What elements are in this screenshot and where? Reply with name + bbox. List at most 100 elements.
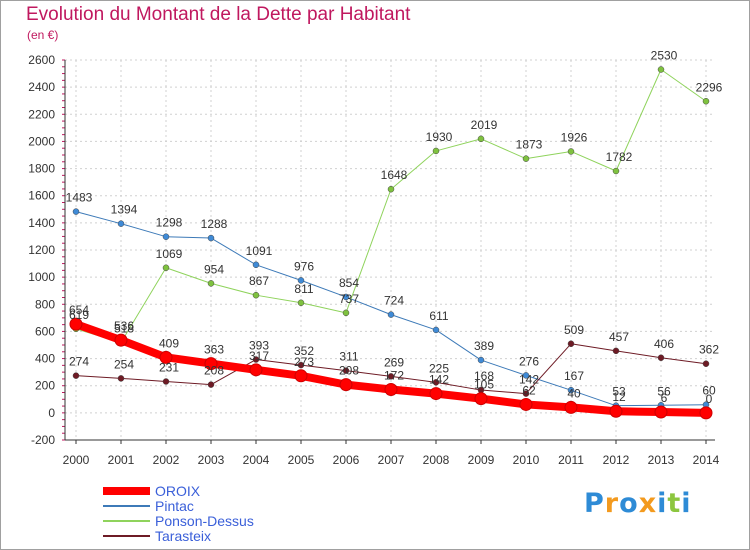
data-point-oroix	[609, 404, 623, 418]
data-label-oroix: 654	[69, 303, 89, 317]
x-tick-label: 2002	[153, 453, 180, 467]
data-point-tarasteix	[567, 340, 575, 348]
data-label-oroix: 142	[429, 373, 449, 387]
logo-letter: P	[584, 488, 605, 519]
data-point-tarasteix	[702, 360, 710, 367]
data-point-tarasteix	[162, 378, 170, 385]
data-label-pintac: 976	[294, 259, 314, 273]
legend-label-ponson-dessus: Ponson-Dessus	[155, 513, 254, 529]
data-label-oroix: 273	[294, 355, 314, 369]
data-point-ponson-dessus	[342, 309, 350, 317]
data-label-pintac: 167	[564, 369, 584, 383]
data-label-pintac: 1091	[246, 244, 273, 258]
y-tick-label: 1400	[28, 216, 55, 230]
y-tick-label: 2000	[28, 134, 55, 148]
x-tick-label: 2008	[423, 453, 450, 467]
data-label-oroix: 62	[522, 383, 536, 397]
data-point-oroix	[474, 392, 488, 406]
data-point-pintac	[477, 356, 485, 364]
data-point-pintac	[432, 326, 440, 334]
data-point-tarasteix	[522, 390, 530, 397]
logo-letter: o	[619, 488, 639, 519]
data-label-ponson-dessus: 2019	[471, 118, 498, 132]
data-point-pintac	[252, 261, 260, 269]
data-label-tarasteix: 509	[564, 323, 584, 337]
data-label-tarasteix: 208	[204, 364, 224, 378]
y-tick-label: 2400	[28, 80, 55, 94]
data-point-oroix	[429, 387, 443, 401]
x-tick-label: 2011	[558, 453, 584, 467]
data-label-tarasteix: 362	[699, 343, 719, 357]
data-label-ponson-dessus: 737	[339, 292, 359, 306]
x-tick-label: 2006	[333, 453, 360, 467]
data-point-oroix	[69, 317, 83, 331]
data-label-tarasteix: 142	[519, 373, 539, 387]
logo-letter: x	[638, 488, 658, 519]
data-point-pintac	[522, 372, 530, 379]
legend-label-tarasteix: Tarasteix	[155, 528, 211, 544]
data-label-oroix: 12	[612, 390, 626, 404]
x-tick-label: 2009	[468, 453, 495, 467]
data-point-tarasteix	[117, 375, 125, 382]
chart-subtitle: (en €)	[27, 28, 59, 42]
data-label-tarasteix: 225	[429, 361, 449, 375]
y-tick-label: 2600	[28, 53, 55, 67]
data-point-ponson-dessus	[477, 135, 485, 143]
y-tick-label: 800	[35, 297, 55, 311]
data-label-oroix: 0	[706, 392, 713, 406]
x-tick-label: 2013	[648, 453, 675, 467]
data-point-pintac	[567, 386, 575, 394]
logo-letter: t	[667, 488, 682, 519]
y-tick-label: -200	[31, 433, 55, 447]
data-label-tarasteix: 311	[339, 350, 358, 364]
data-label-pintac: 1288	[201, 217, 228, 231]
data-point-ponson-dessus	[207, 280, 215, 287]
data-label-tarasteix: 274	[69, 355, 89, 369]
data-point-ponson-dessus	[567, 148, 575, 155]
data-label-ponson-dessus: 619	[69, 308, 89, 322]
data-label-pintac: 854	[339, 276, 359, 290]
data-label-pintac: 389	[474, 339, 494, 353]
data-label-pintac: 1298	[156, 216, 183, 230]
data-label-ponson-dessus: 1782	[606, 150, 633, 164]
data-point-pintac	[207, 234, 215, 242]
data-label-ponson-dessus: 811	[294, 282, 313, 296]
data-label-oroix: 363	[204, 343, 224, 357]
y-tick-label: 600	[35, 324, 55, 338]
data-point-tarasteix	[342, 367, 350, 374]
y-tick-label: 1800	[28, 162, 55, 176]
x-tick-label: 2010	[513, 453, 540, 467]
data-label-pintac: 724	[384, 294, 404, 308]
data-point-pintac	[162, 233, 170, 240]
y-tick-label: 1600	[28, 189, 55, 203]
data-label-tarasteix: 393	[249, 339, 269, 353]
logo-letter: i	[657, 488, 668, 519]
data-label-ponson-dessus: 1926	[561, 130, 588, 144]
data-point-tarasteix	[297, 361, 305, 369]
data-label-tarasteix: 269	[384, 355, 404, 369]
data-label-oroix: 536	[114, 319, 134, 333]
data-point-ponson-dessus	[297, 299, 305, 307]
data-label-pintac: 60	[702, 384, 716, 398]
y-tick-label: 1000	[28, 270, 55, 284]
data-label-ponson-dessus: 1873	[516, 138, 543, 152]
data-label-pintac: 53	[612, 385, 626, 399]
data-label-ponson-dessus: 518	[114, 322, 134, 336]
data-point-ponson-dessus	[702, 98, 710, 105]
data-label-oroix: 208	[339, 364, 359, 378]
legend-label-pintac: Pintac	[155, 498, 194, 514]
data-point-ponson-dessus	[657, 66, 665, 73]
data-label-oroix: 40	[567, 386, 581, 400]
data-label-ponson-dessus: 2296	[696, 80, 723, 94]
data-label-tarasteix: 168	[474, 369, 494, 383]
data-point-oroix	[654, 405, 668, 419]
data-point-oroix	[204, 357, 218, 371]
data-point-pintac	[72, 208, 80, 215]
data-point-oroix	[519, 397, 533, 411]
chart-title: Evolution du Montant de la Dette par Hab…	[26, 4, 411, 25]
data-label-tarasteix: 352	[294, 344, 314, 358]
data-point-tarasteix	[612, 347, 620, 355]
data-label-tarasteix: 254	[114, 357, 134, 371]
data-label-tarasteix: 231	[159, 361, 179, 375]
